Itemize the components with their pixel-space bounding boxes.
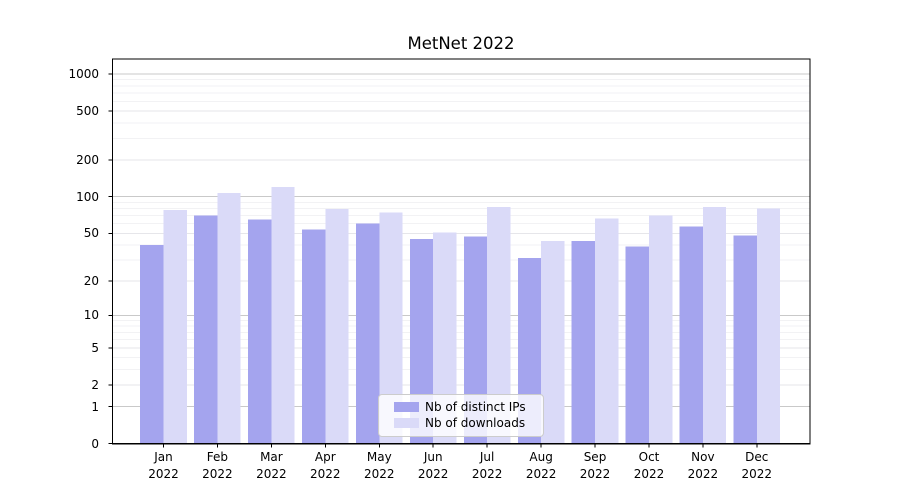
y-tick-label-1000: 1000 (68, 67, 99, 81)
y-tick-label-10: 10 (83, 308, 99, 323)
x-tick-month: Jan (154, 450, 173, 464)
x-tick-year: 2022 (525, 466, 557, 481)
x-tick-year: 2022 (741, 466, 773, 481)
x-tick-month: Jul (479, 450, 495, 464)
bar-nb-of-distinct-ips-jul-2022 (463, 236, 488, 444)
bar-nb-of-downloads-mar-2022 (271, 187, 295, 444)
x-tick-month: Aug (529, 450, 553, 464)
x-tick-month: Jun (423, 450, 443, 464)
bar-nb-of-downloads-oct-2022 (649, 215, 673, 444)
legend-item-downloads: Nb of downloads (394, 415, 543, 431)
x-tick-year: 2022 (202, 466, 233, 481)
x-tick-month: Nov (691, 450, 715, 464)
bar-nb-of-distinct-ips-apr-2022 (302, 229, 326, 444)
x-tick-year: 2022 (471, 466, 503, 481)
y-tick-label-5: 5 (91, 340, 99, 355)
y-tick-label-1: 1 (91, 399, 99, 414)
x-tick-year: 2022 (633, 466, 665, 481)
bar-nb-of-distinct-ips-nov-2022 (679, 226, 703, 444)
legend-item-distinct-ips: Nb of distinct IPs (394, 399, 543, 415)
bar-nb-of-downloads-sep-2022 (595, 218, 619, 444)
bar-nb-of-distinct-ips-feb-2022 (194, 215, 218, 444)
x-tick-label-feb-2022: Feb 2022 (187, 449, 247, 482)
x-tick-month: Feb (206, 450, 229, 464)
bar-nb-of-downloads-may-2022 (379, 212, 403, 444)
x-tick-month: Oct (638, 450, 660, 464)
bar-nb-of-downloads-jan-2022 (163, 209, 187, 444)
x-tick-label-jul-2022: Jul 2022 (457, 449, 517, 482)
plot-border (111, 58, 811, 445)
legend-label-distinct-ips: Nb of distinct IPs (425, 400, 526, 414)
x-tick-year: 2022 (148, 466, 179, 481)
y-tick-label-200: 200 (76, 152, 99, 167)
bar-nb-of-downloads-dec-2022 (756, 208, 781, 444)
bar-nb-of-distinct-ips-may-2022 (356, 223, 380, 444)
y-tick-label-0: 0 (91, 436, 99, 451)
x-tick-year: 2022 (310, 466, 341, 481)
legend-swatch-distinct-ips-icon (394, 402, 419, 412)
legend: Nb of distinct IPs Nb of downloads (378, 394, 544, 437)
legend-swatch-downloads-icon (394, 418, 419, 428)
y-tick-label-20: 20 (83, 273, 99, 288)
x-tick-month: Apr (314, 450, 336, 464)
bar-nb-of-downloads-aug-2022 (541, 241, 565, 444)
x-tick-label-may-2022: May 2022 (349, 449, 409, 482)
x-tick-year: 2022 (417, 466, 449, 481)
x-tick-label-apr-2022: Apr 2022 (295, 449, 355, 482)
bar-nb-of-distinct-ips-jan-2022 (140, 245, 164, 444)
x-tick-label-sep-2022: Sep 2022 (565, 449, 625, 482)
y-tick-label-2: 2 (91, 377, 99, 392)
y-tick-label-100: 100 (76, 189, 99, 204)
x-tick-year: 2022 (687, 466, 719, 481)
x-tick-year: 2022 (256, 466, 287, 481)
x-tick-label-oct-2022: Oct 2022 (619, 449, 679, 482)
x-tick-label-mar-2022: Mar 2022 (241, 449, 301, 482)
bar-nb-of-distinct-ips-jun-2022 (409, 238, 434, 444)
y-tick-label-500: 500 (76, 104, 99, 118)
y-tick-label-50: 50 (83, 226, 99, 241)
bar-nb-of-downloads-nov-2022 (702, 207, 727, 444)
legend-label-downloads: Nb of downloads (425, 416, 526, 430)
x-tick-label-jun-2022: Jun 2022 (403, 449, 463, 482)
bar-nb-of-downloads-apr-2022 (325, 209, 349, 444)
bar-nb-of-distinct-ips-dec-2022 (733, 235, 757, 444)
x-tick-year: 2022 (579, 466, 611, 481)
x-tick-month: Mar (260, 450, 283, 464)
x-tick-month: May (366, 450, 392, 464)
bar-nb-of-downloads-jun-2022 (433, 232, 457, 444)
bar-nb-of-downloads-feb-2022 (217, 193, 241, 444)
x-tick-label-dec-2022: Dec 2022 (727, 449, 787, 482)
chart-title: MetNet 2022 (407, 34, 515, 53)
x-tick-label-aug-2022: Aug 2022 (511, 449, 571, 482)
x-tick-month: Dec (745, 450, 769, 464)
bar-nb-of-downloads-jul-2022 (487, 207, 511, 444)
bar-nb-of-distinct-ips-sep-2022 (571, 241, 595, 444)
bar-nb-of-distinct-ips-mar-2022 (248, 219, 272, 444)
x-tick-label-nov-2022: Nov 2022 (673, 449, 733, 482)
x-tick-month: Sep (583, 450, 607, 464)
bar-nb-of-distinct-ips-oct-2022 (625, 246, 649, 444)
x-tick-year: 2022 (364, 466, 395, 481)
x-tick-label-jan-2022: Jan 2022 (134, 449, 194, 482)
